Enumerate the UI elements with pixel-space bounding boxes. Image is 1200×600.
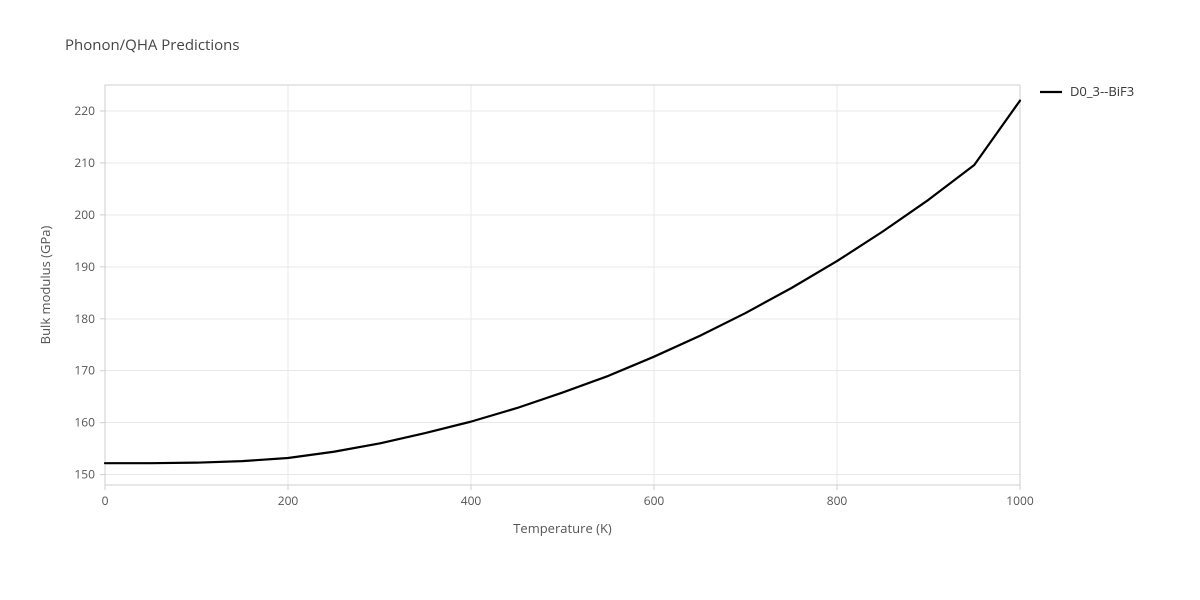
y-tick-label: 160 (74, 414, 95, 431)
y-tick-label: 210 (74, 154, 95, 171)
x-tick-label: 200 (278, 492, 299, 509)
x-tick-label: 1000 (1006, 492, 1034, 509)
x-tick-label: 400 (461, 492, 482, 509)
x-tick-label: 800 (827, 492, 848, 509)
chart-svg: 0 200 400 600 800 1000 150 160 170 180 190 200 210 22… (0, 0, 1200, 600)
y-tick-label: 170 (74, 362, 95, 379)
series-line (105, 101, 1020, 464)
y-tick-label: 220 (74, 102, 95, 119)
x-tick-label: 0 (102, 492, 109, 509)
chart-container: Phonon/QHA Predictions 02004006008001000… (0, 0, 1200, 600)
x-tick-label: 600 (644, 492, 665, 509)
legend-label: D0_3--BiF3 (1070, 82, 1134, 100)
y-tick-label: 200 (74, 206, 95, 223)
y-tick-label: 180 (74, 310, 95, 327)
y-tick-label: 150 (74, 466, 95, 483)
x-axis-label: Temperature (K) (513, 519, 612, 537)
y-axis-label: Bulk modulus (GPa) (36, 226, 54, 345)
plot-border (105, 85, 1020, 485)
y-tick-label: 190 (74, 258, 95, 275)
